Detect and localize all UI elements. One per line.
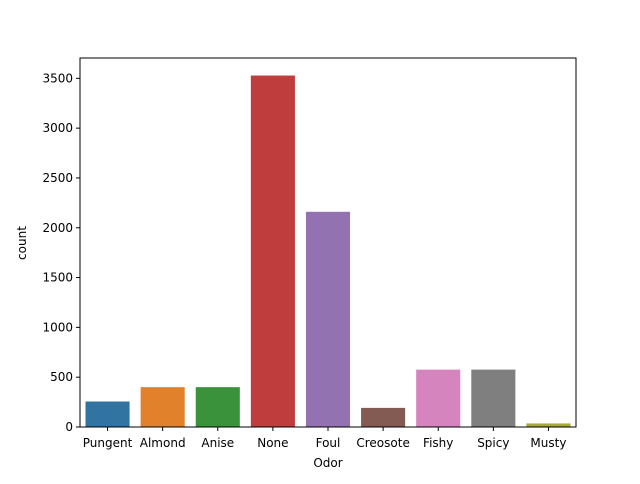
bar-none bbox=[250, 75, 295, 427]
y-tick-label: 2500 bbox=[42, 171, 73, 185]
y-tick-label: 1500 bbox=[42, 271, 73, 285]
bar-spicy bbox=[471, 369, 516, 427]
bar-musty bbox=[526, 423, 571, 427]
y-tick-label: 0 bbox=[65, 420, 73, 434]
x-tick-label: Spicy bbox=[477, 436, 509, 450]
plot-frame bbox=[79, 57, 577, 428]
x-tick-label: None bbox=[257, 436, 288, 450]
bar-fishy bbox=[416, 369, 461, 427]
bar-foul bbox=[305, 211, 351, 427]
x-tick-label: Anise bbox=[201, 436, 234, 450]
bar-almond bbox=[140, 387, 185, 427]
x-tick-label: Fishy bbox=[423, 436, 453, 450]
y-tick-label: 1000 bbox=[42, 320, 73, 334]
bar-creosote bbox=[361, 407, 406, 427]
x-axis-label: Odor bbox=[313, 456, 342, 470]
bar-anise bbox=[195, 387, 240, 427]
y-tick-label: 3000 bbox=[42, 121, 73, 135]
x-tick-label: Pungent bbox=[83, 436, 133, 450]
x-tick-label: Foul bbox=[316, 436, 341, 450]
y-axis-label: count bbox=[15, 226, 29, 260]
y-tick-label: 3500 bbox=[42, 71, 73, 85]
axes-layer: Pungent Almond Anise None Foul Creosote Fishy S… bbox=[42, 57, 577, 450]
x-tick-label: Creosote bbox=[356, 436, 409, 450]
bar-pungent bbox=[85, 401, 130, 427]
y-tick-label: 2000 bbox=[42, 221, 73, 235]
x-tick-label: Musty bbox=[530, 436, 566, 450]
y-tick-label: 500 bbox=[50, 370, 73, 384]
x-tick-label: Almond bbox=[140, 436, 186, 450]
bars-layer bbox=[85, 75, 571, 427]
